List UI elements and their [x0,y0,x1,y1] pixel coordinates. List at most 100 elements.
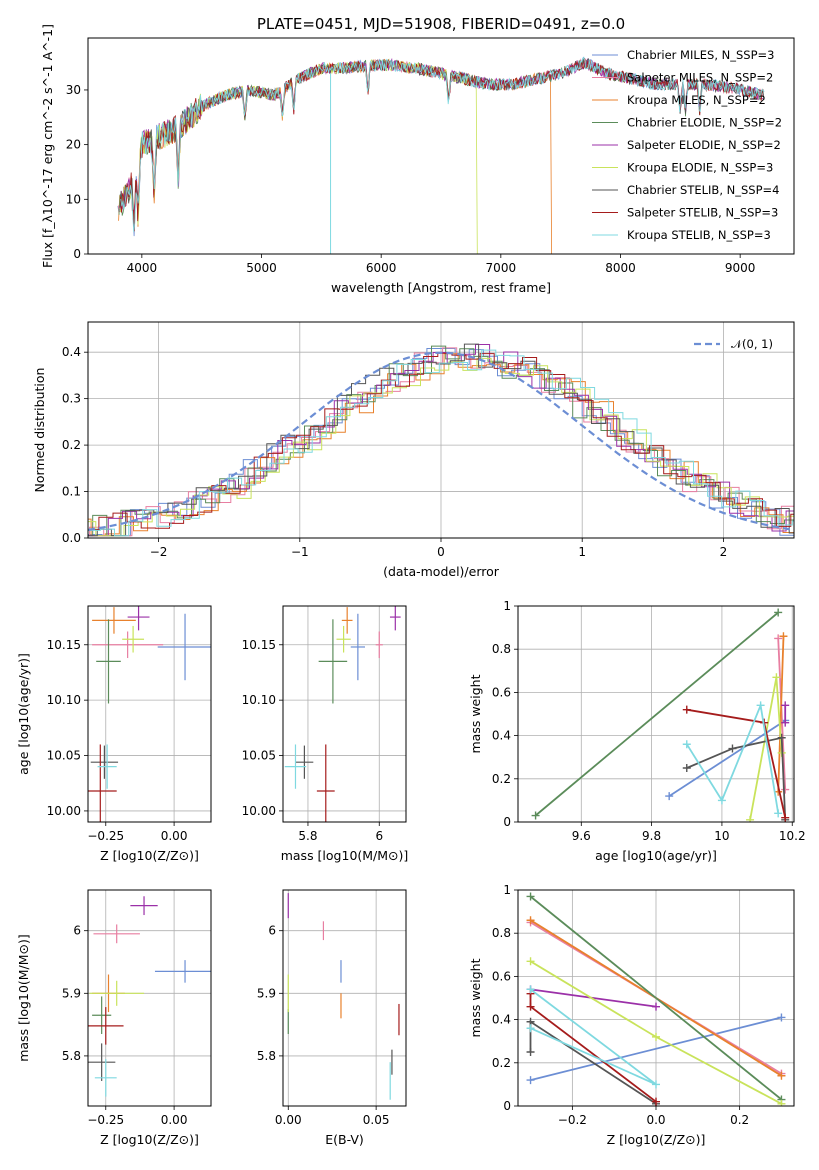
y-tick-label: 0.8 [492,642,511,656]
y-tick-label: 0.1 [62,485,81,499]
y-axis-label: mass weight [468,674,483,753]
y-tick-label: 1 [503,599,511,613]
y-tick-label: 10.10 [242,693,276,707]
y-tick-label: 6 [73,924,81,938]
weight-line [529,895,783,1101]
plot-area-weight-vs-Z [526,892,786,1106]
plot-area-age-vs-Z [88,606,211,822]
legend-entry: Kroupa ELODIE, N_SSP=3 [627,161,773,175]
histogram-steps [88,343,794,538]
weight-marker [526,916,535,925]
weight-marker [526,1024,535,1033]
weight-marker [526,1048,535,1056]
weight-marker [777,1071,786,1080]
weight-marker [717,796,726,805]
weight-marker [531,811,540,820]
weight-line [535,611,779,817]
y-tick-label: 0.8 [492,926,511,940]
x-tick-label: 0.05 [363,1113,390,1127]
axes-frame [517,605,795,823]
axes-weight-vs-age: 9.6 9.8 10 10.2 0 0.2 0.4 0.6 0.8 1 age [log10(age… [468,599,806,863]
weight-marker [781,718,790,727]
y-tick-label: 0.4 [492,1013,511,1027]
figure-title: PLATE=0451, MJD=51908, FIBERID=0491, z=0… [257,15,625,33]
y-tick-label: 0.6 [492,685,511,699]
axes-residuals: −2 −1 0 1 2 0.0 0.1 0.2 0.3 0.4 (data-model)/error… [32,321,795,579]
weight-marker [652,1080,660,1089]
axes-spectrum: 4000 5000 6000 7000 8000 9000 0 10 20 30 wavelengt… [40,24,795,295]
x-axis-label: Z [log10(Z/Z⊙)] [100,1132,199,1147]
y-tick-label: 1 [503,883,511,897]
y-axis-label: Flux [f_λ10^-17 erg cm^-2 s^-1 A^-1] [40,24,55,268]
weight-marker [774,634,783,643]
axes-frame [282,605,407,823]
normal-curve [88,351,794,531]
errorbar-point [341,607,353,634]
plot-area-spectrum [117,56,765,254]
weight-marker [774,809,783,818]
histogram-steps [88,345,794,538]
x-tick-label: 6000 [366,261,397,275]
weight-line [530,1016,782,1081]
x-axis-label: (data-model)/error [383,564,500,579]
y-tick-label: 10.10 [47,693,81,707]
x-tick-label: 0.00 [275,1113,302,1127]
axes-frame [87,37,795,255]
y-tick-label: 10 [66,192,81,206]
weight-marker [756,701,765,710]
x-tick-label: 7000 [486,261,517,275]
weight-marker [781,701,790,710]
spectrum-line [120,56,765,233]
errorbar-point [88,1043,116,1081]
x-tick-label: −1 [291,545,309,559]
errorbar-point [316,744,335,822]
histogram-steps [88,357,794,538]
legend-entry: Salpeter STELIB, N_SSP=3 [627,206,778,220]
y-tick-label: 5.8 [257,1049,276,1063]
axes-frame [282,889,407,1107]
x-tick-label: 9.6 [572,829,591,843]
errorbar-point [89,980,145,1006]
axes-frame [87,889,212,1107]
y-tick-label: 0.3 [62,392,81,406]
weight-marker [652,1097,660,1106]
weight-marker [526,892,535,901]
y-tick-label: 5.8 [62,1049,81,1063]
weight-marker [652,1002,660,1011]
x-axis-label: E(B-V) [325,1132,364,1147]
x-tick-label: 10.2 [779,829,806,843]
weight-marker [652,1032,660,1041]
errorbar-point [92,631,164,659]
legend: Chabrier MILES, N_SSP=3 Salpeter MILES, N… [592,48,782,242]
y-tick-label: 0.2 [492,772,511,786]
errorbar-point [90,745,119,779]
y-axis-label: Normed distribution [32,368,47,493]
x-tick-label: −2 [150,545,168,559]
weight-marker [779,632,788,641]
x-axis-label: wavelength [Angstrom, rest frame] [331,280,551,295]
legend-entry: Kroupa MILES, N_SSP=2 [627,93,766,107]
x-tick-label: 0 [437,545,445,559]
legend-entry: 𝒩(0, 1) [731,337,773,351]
weight-marker [682,740,691,749]
y-tick-label: 5.9 [257,986,276,1000]
y-tick-label: 10.15 [47,638,81,652]
x-tick-label: 4000 [127,261,158,275]
legend-entry: Chabrier ELODIE, N_SSP=2 [627,116,782,130]
y-tick-label: 0 [503,1099,511,1113]
y-tick-label: 0.4 [62,345,81,359]
y-tick-label: 0.4 [492,729,511,743]
weight-line [777,636,785,792]
x-tick-label: −0.2 [558,1113,587,1127]
y-tick-label: 6 [268,924,276,938]
plot-area-weight-vs-age [531,608,790,822]
y-tick-label: 5.9 [62,986,81,1000]
x-tick-label: −0.25 [87,1113,124,1127]
errorbar-point [375,631,383,659]
axes-age-vs-Z: −0.25 0.00 10.00 10.05 10.10 10.15 Z [log10(Z/… [16,605,212,863]
axes-weight-vs-Z: −0.2 0.0 0.2 0 0.2 0.4 0.6 0.8 1 Z [log10(Z/Z⊙)] m… [468,883,795,1147]
y-tick-label: 0.0 [62,531,81,545]
weight-marker [774,608,783,617]
y-tick-label: 0 [503,815,511,829]
weight-marker [665,792,674,801]
